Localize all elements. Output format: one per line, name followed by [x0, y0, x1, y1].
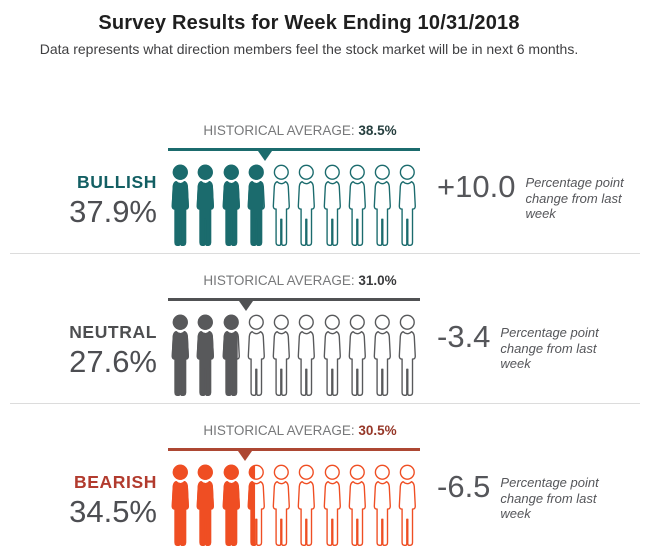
change-value: +10.0	[437, 169, 516, 204]
person-icon	[297, 314, 316, 396]
person-icon	[222, 164, 240, 246]
historical-average-line	[168, 448, 420, 451]
historical-average-value: 38.5%	[358, 123, 397, 138]
person-icon	[323, 464, 341, 546]
person-icon	[196, 314, 215, 396]
sentiment-row-bearish: HISTORICAL AVERAGE: 30.5% BEARISH 34.5% …	[0, 408, 650, 548]
section-divider	[10, 403, 640, 404]
person-icon	[171, 464, 189, 546]
person-icon	[196, 464, 215, 546]
chart-subtitle: Data represents what direction members f…	[39, 41, 579, 57]
person-icon	[247, 464, 265, 546]
person-icon	[297, 164, 316, 246]
person-icon	[247, 314, 265, 396]
person-icon	[323, 164, 341, 246]
person-icon	[399, 464, 417, 546]
change-description: Percentage point change from last week	[525, 175, 624, 222]
historical-average-prefix: HISTORICAL AVERAGE:	[203, 123, 359, 138]
pictogram-row	[168, 464, 420, 547]
category-percentage: 27.6%	[69, 344, 157, 379]
historical-average-prefix: HISTORICAL AVERAGE:	[203, 273, 359, 288]
category-percentage: 37.9%	[69, 194, 157, 229]
historical-average-value: 30.5%	[358, 423, 397, 438]
historical-average-value: 31.0%	[358, 273, 397, 288]
historical-average-marker-icon	[237, 451, 252, 461]
change-value: -6.5	[437, 469, 491, 504]
category-label: BEARISH	[74, 472, 157, 492]
person-icon	[348, 464, 366, 546]
historical-average-label: HISTORICAL AVERAGE: 38.5%	[150, 123, 450, 138]
person-icon	[373, 164, 392, 246]
pictogram-row	[168, 164, 420, 247]
person-icon	[272, 164, 291, 246]
change-block: -6.5 Percentage point change from last w…	[437, 471, 615, 522]
category-label: NEUTRAL	[69, 322, 157, 342]
person-icon	[196, 164, 215, 246]
change-block: -3.4 Percentage point change from last w…	[437, 321, 615, 372]
historical-average-line	[168, 298, 420, 301]
person-icon	[348, 164, 366, 246]
historical-average-marker-icon	[239, 301, 254, 311]
person-icon	[399, 314, 417, 396]
person-icon	[373, 464, 392, 546]
historical-average-line	[168, 148, 420, 151]
historical-average-marker-icon	[258, 151, 273, 161]
category-label: BULLISH	[76, 172, 157, 192]
sentiment-row-bullish: HISTORICAL AVERAGE: 38.5% BULLISH 37.9% …	[0, 108, 650, 253]
person-icon	[171, 314, 189, 396]
historical-average-label: HISTORICAL AVERAGE: 30.5%	[150, 423, 450, 438]
person-icon	[222, 464, 240, 546]
person-icon	[247, 164, 265, 246]
person-icon	[348, 314, 366, 396]
change-description: Percentage point change from last week	[500, 325, 599, 372]
pictogram-row	[168, 314, 420, 397]
sentiment-row-neutral: HISTORICAL AVERAGE: 31.0% NEUTRAL 27.6% …	[0, 258, 650, 403]
historical-average-label: HISTORICAL AVERAGE: 31.0%	[150, 273, 450, 288]
person-icon	[171, 164, 189, 246]
category-percentage: 34.5%	[69, 494, 157, 529]
person-icon	[399, 164, 417, 246]
person-icon	[323, 314, 341, 396]
change-description: Percentage point change from last week	[500, 475, 599, 522]
person-icon	[272, 314, 291, 396]
person-icon	[297, 464, 316, 546]
section-divider	[10, 253, 640, 254]
chart-title: Survey Results for Week Ending 10/31/201…	[98, 12, 520, 34]
change-value: -3.4	[437, 319, 491, 354]
historical-average-prefix: HISTORICAL AVERAGE:	[203, 423, 359, 438]
person-icon	[222, 314, 240, 396]
person-icon	[373, 314, 392, 396]
chart-header: Survey Results for Week Ending 10/31/201…	[0, 12, 618, 58]
person-icon	[272, 464, 291, 546]
change-block: +10.0 Percentage point change from last …	[437, 171, 640, 222]
